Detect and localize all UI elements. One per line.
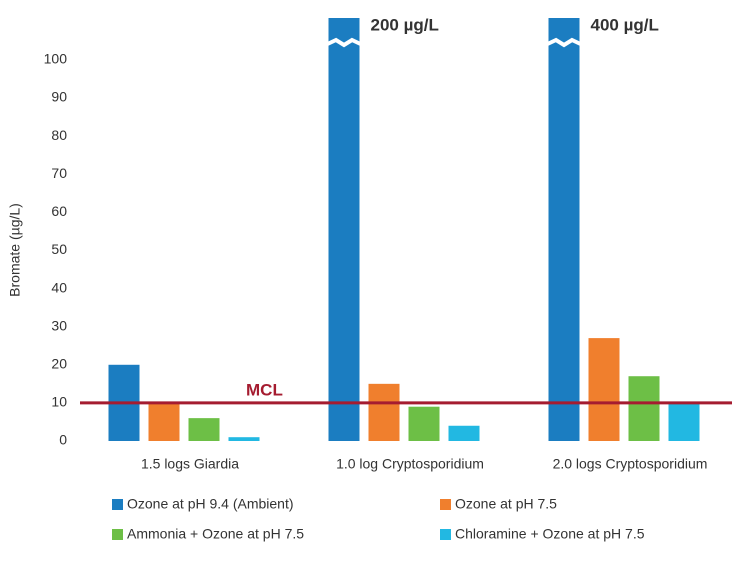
bar xyxy=(368,383,400,441)
x-tick-label: 2.0 logs Cryptosporidium xyxy=(553,456,708,472)
y-tick-label: 10 xyxy=(51,394,67,410)
y-tick-label: 80 xyxy=(51,127,67,143)
y-tick-label: 70 xyxy=(51,165,67,181)
legend-label: Chloramine + Ozone at pH 7.5 xyxy=(455,526,645,542)
y-axis-label: Bromate (µg/L) xyxy=(7,203,23,297)
legend-swatch xyxy=(440,529,451,540)
bar xyxy=(228,437,260,441)
legend-label: Ozone at pH 7.5 xyxy=(455,496,557,512)
legend-label: Ozone at pH 9.4 (Ambient) xyxy=(127,496,294,512)
bar xyxy=(628,376,660,441)
value-label: 400 µg/L xyxy=(591,15,659,34)
y-tick-label: 40 xyxy=(51,279,67,295)
legend-swatch xyxy=(112,499,123,510)
value-label: 200 µg/L xyxy=(371,15,439,34)
y-tick-label: 0 xyxy=(59,432,67,448)
axis-break xyxy=(326,37,362,48)
y-tick-label: 90 xyxy=(51,89,67,105)
bar xyxy=(148,402,180,441)
bar xyxy=(668,402,700,441)
bar xyxy=(408,406,440,441)
y-tick-label: 20 xyxy=(51,355,67,371)
legend-label: Ammonia + Ozone at pH 7.5 xyxy=(127,526,304,542)
bar xyxy=(448,425,480,441)
x-tick-label: 1.5 logs Giardia xyxy=(141,456,239,472)
bar xyxy=(188,418,220,441)
y-tick-label: 60 xyxy=(51,203,67,219)
bar xyxy=(328,18,360,441)
y-tick-label: 100 xyxy=(44,51,68,67)
y-tick-label: 30 xyxy=(51,317,67,333)
reference-label: MCL xyxy=(246,380,283,399)
y-tick-label: 50 xyxy=(51,241,67,257)
legend-swatch xyxy=(440,499,451,510)
bar xyxy=(548,18,580,441)
legend-swatch xyxy=(112,529,123,540)
bar xyxy=(588,338,620,441)
x-tick-label: 1.0 log Cryptosporidium xyxy=(336,456,484,472)
axis-break xyxy=(546,37,582,48)
